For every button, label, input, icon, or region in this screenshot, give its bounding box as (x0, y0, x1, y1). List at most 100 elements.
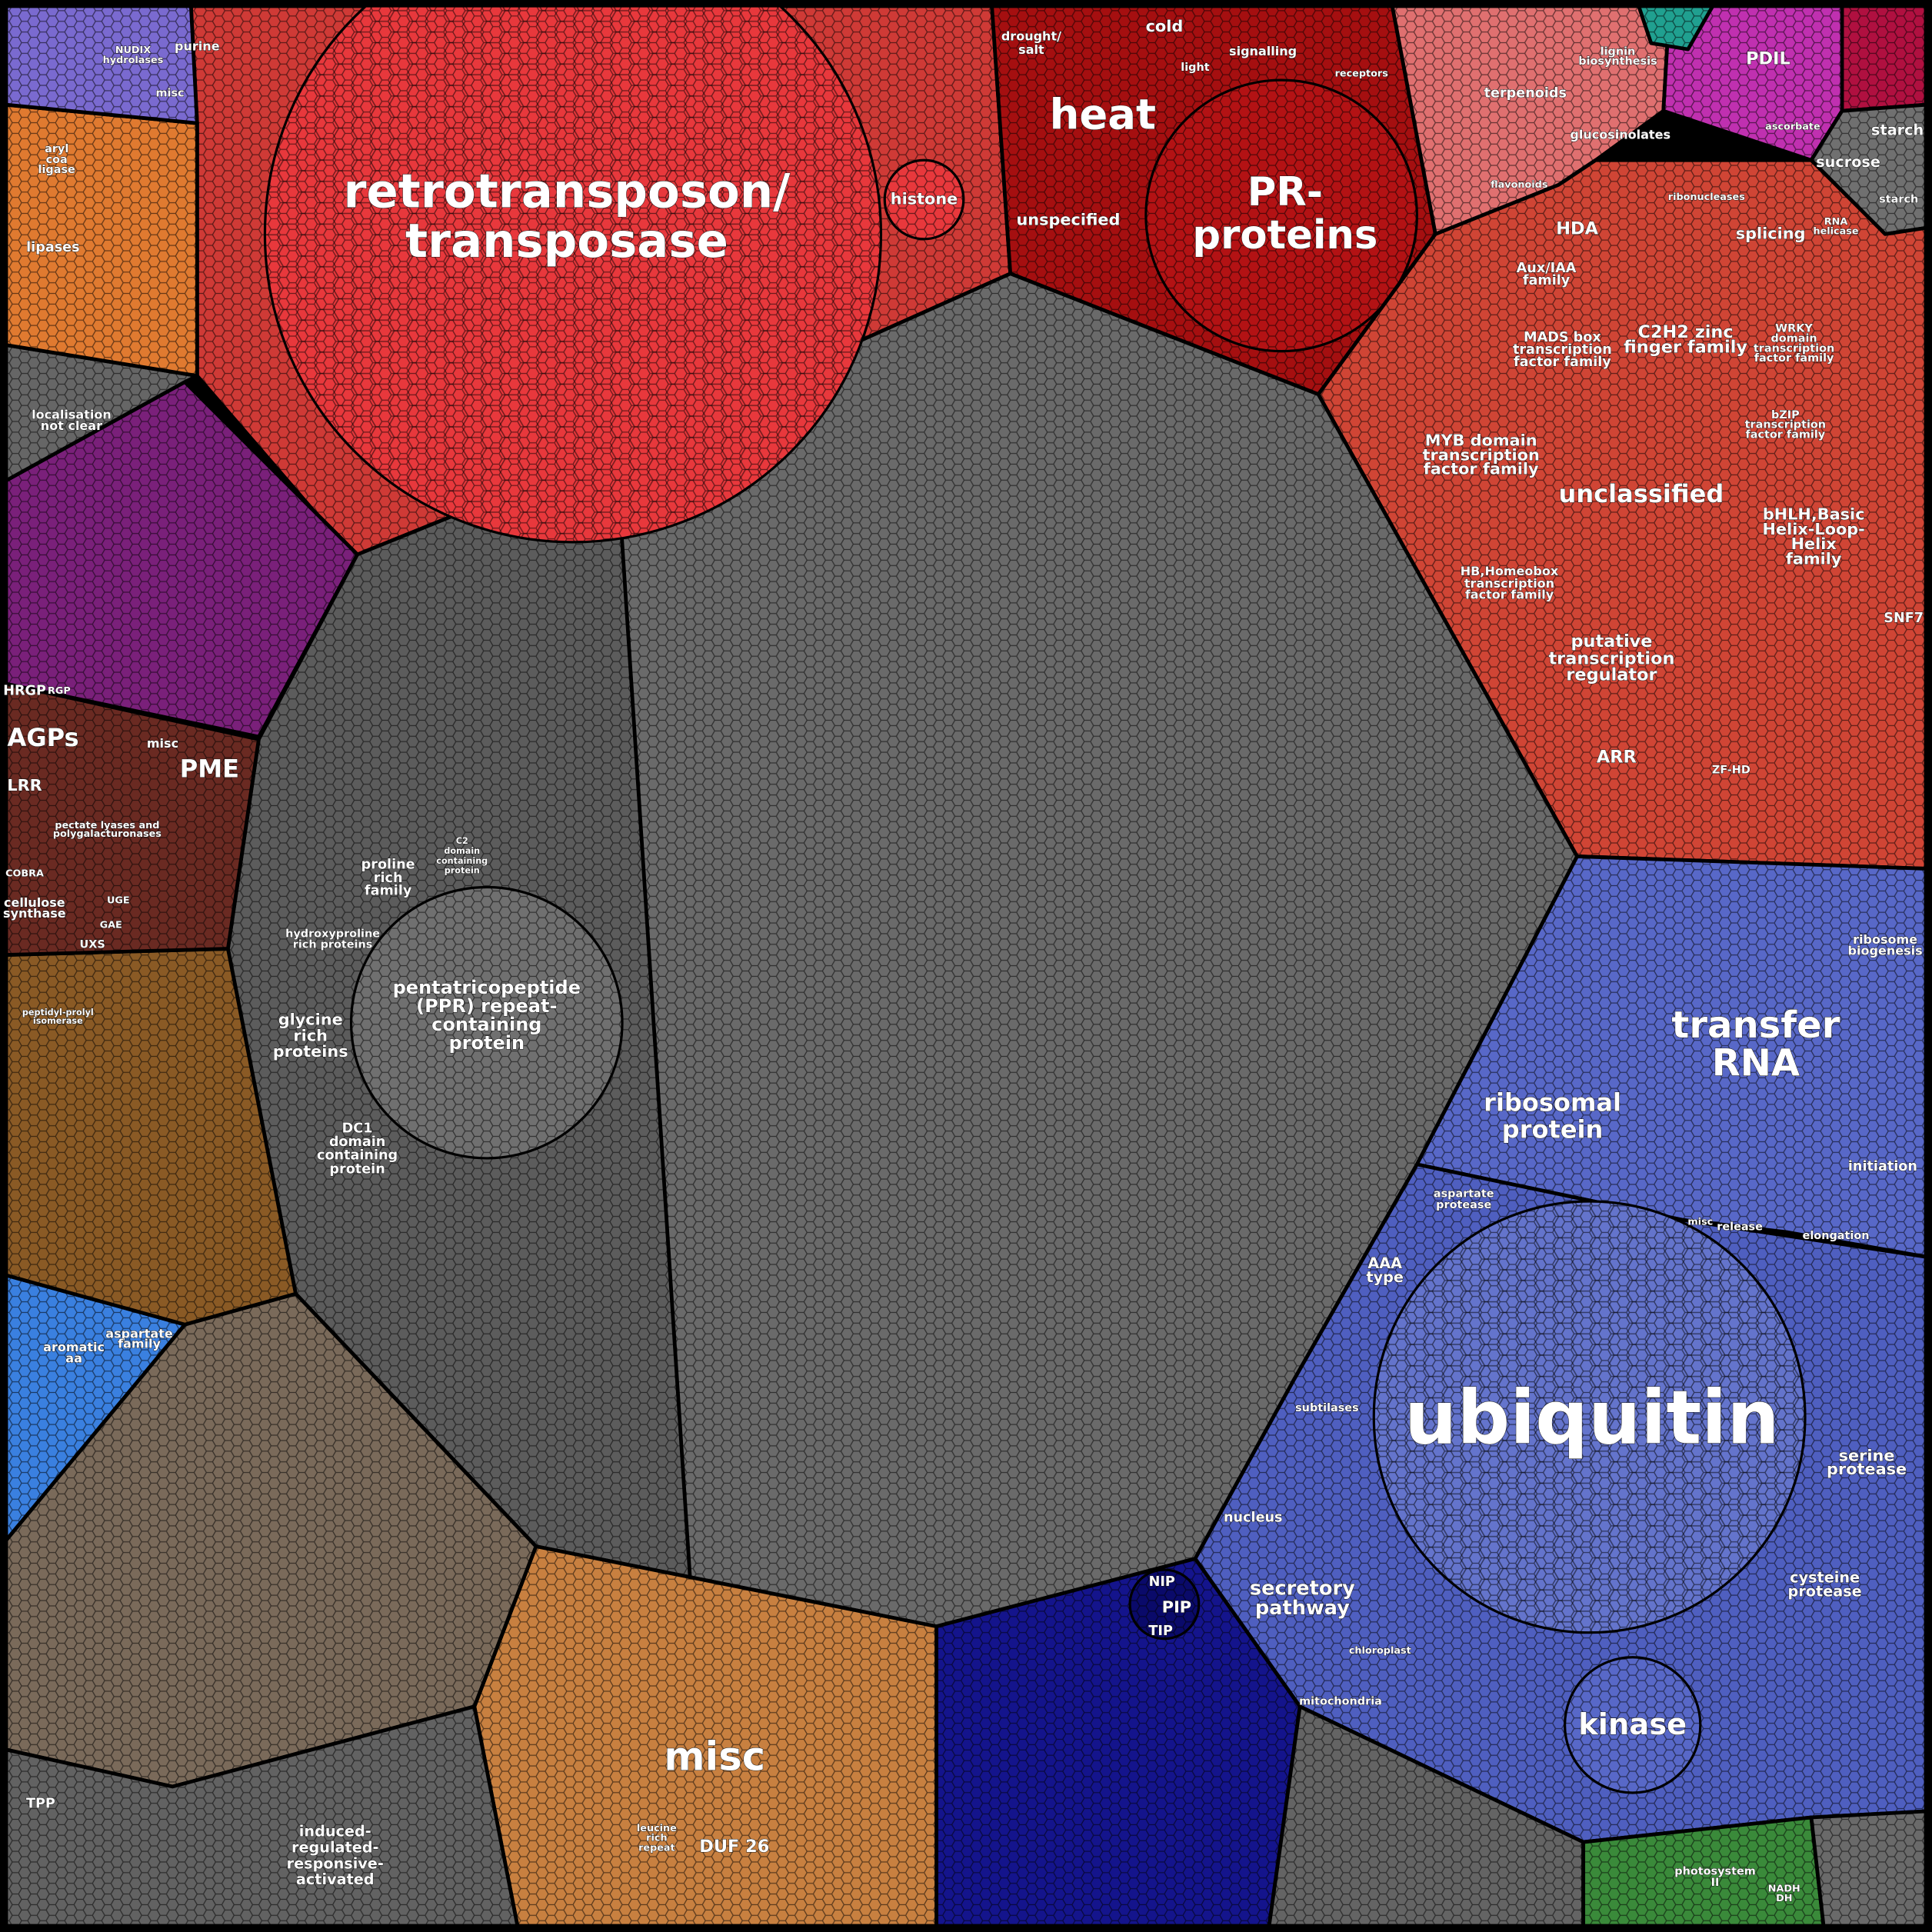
region-label: aspartate (105, 1327, 173, 1341)
region-label: pentatricopeptide (393, 977, 581, 998)
region-label: factor family (1424, 459, 1539, 478)
region-label: misc (156, 88, 185, 100)
region-label: aspartate (1434, 1188, 1494, 1200)
region-label: rich (374, 871, 403, 886)
region-label: WRKY (1775, 323, 1813, 335)
region-label: AGPs (8, 723, 79, 752)
region-label: isomerase (33, 1016, 83, 1026)
region-nucleotide (4, 4, 199, 125)
region-label: transcription (1745, 419, 1826, 431)
region-label: starch (1871, 121, 1924, 138)
region-label: type (1366, 1268, 1404, 1286)
region-label: UXS (80, 939, 105, 951)
region-label: transcription (1423, 446, 1540, 465)
region-label: initiation (1848, 1159, 1917, 1174)
region-label: coa (46, 154, 68, 166)
region-label: not clear (41, 418, 102, 433)
region-label: aromatic (43, 1340, 105, 1354)
region-label: heat (1050, 89, 1156, 138)
region-label: bZIP (1771, 409, 1800, 421)
region-label: protease (1436, 1199, 1491, 1211)
region-label: photosystem (1674, 1865, 1755, 1877)
region-label: (PPR) repeat- (416, 995, 557, 1017)
region-label: II (1711, 1877, 1720, 1889)
region-label: terpenoids (1484, 86, 1567, 102)
region-label: drought/ (1001, 29, 1061, 44)
region-label: ARR (1597, 748, 1637, 768)
region-label: family (1786, 549, 1842, 568)
region-label: RNA (1712, 1042, 1800, 1085)
region-label: transcription (1754, 342, 1834, 355)
region-label: family (118, 1336, 161, 1351)
region-label: repeat (638, 1843, 675, 1854)
region-label: unspecified (1016, 211, 1120, 229)
cell-texture-large (1374, 1201, 1805, 1633)
region-label: ZF-HD (1712, 764, 1750, 776)
region-label: RNA (1824, 216, 1848, 228)
region-label: chloroplast (1349, 1645, 1411, 1657)
region-label: family (365, 883, 412, 898)
region-label: pectate lyases and (55, 820, 159, 831)
region-label: putative (1571, 631, 1652, 651)
region-label: protease (1827, 1460, 1907, 1478)
region-label: NIP (1149, 1574, 1175, 1590)
region-label: UGE (107, 895, 130, 907)
region-label: transcription (1513, 342, 1612, 358)
region-label: DC1 (342, 1121, 373, 1136)
region-label: TIP (1148, 1624, 1173, 1639)
region-label: aryl (45, 143, 68, 155)
region-label: HDA (1556, 218, 1598, 238)
region-label: COBRA (5, 868, 44, 879)
region-label: protein (448, 1032, 525, 1054)
region-label: Aux/IAA (1517, 261, 1577, 276)
region-label: subtilases (1295, 1402, 1359, 1414)
region-label: responsive- (287, 1854, 384, 1872)
region-label: serine (1839, 1447, 1895, 1465)
region-label: proteins (1192, 212, 1377, 258)
region-label: release (1717, 1221, 1763, 1234)
region-label: NADH (1768, 1883, 1800, 1894)
region-label: PDIL (1746, 48, 1790, 68)
region-label: salt (1018, 42, 1044, 57)
region-label: peptidyl-prolyl (22, 1008, 94, 1018)
region-label: proline (361, 858, 415, 873)
region-label: leucine (637, 1823, 677, 1834)
region-label: bHLH,Basic (1763, 505, 1865, 524)
region-label: RGP (48, 685, 71, 697)
region-label: retrotransposon/ (343, 165, 791, 219)
region-tca (1840, 4, 1928, 113)
region-label: polygalacturonases (53, 828, 162, 840)
region-label: ubiquitin (1404, 1375, 1780, 1461)
region-label: mitochondria (1299, 1695, 1382, 1707)
region-label: SNF7 (1884, 611, 1924, 626)
region-label: HB,Homeobox (1461, 564, 1559, 578)
region-label: rich proteins (293, 939, 373, 951)
region-label: factor family (1465, 587, 1554, 601)
region-label: transcription (1548, 649, 1674, 669)
region-label: starch (1879, 194, 1918, 206)
region-label: Helix-Loop- (1763, 520, 1865, 538)
region-label: glucosinolates (1570, 128, 1671, 142)
region-label: biosynthesis (1578, 55, 1657, 68)
region-label: localisation (32, 407, 112, 421)
region-label: domain (1771, 333, 1817, 345)
region-label: aa (65, 1351, 82, 1366)
region-label: DUF 26 (699, 1837, 769, 1857)
region-label: factor family (1746, 429, 1826, 441)
region-label: ribosomal (1484, 1088, 1621, 1117)
region-label: helicase (1813, 226, 1858, 238)
region-label: induced- (299, 1823, 371, 1840)
region-label: C2 (456, 836, 468, 846)
region-label: ligase (38, 164, 75, 176)
region-label: transfer (1671, 1004, 1840, 1047)
region-label: proteins (273, 1042, 348, 1061)
region-label: PR- (1247, 169, 1323, 215)
region-bottom-right-gray (1809, 1809, 1928, 1928)
region-label: cysteine (1790, 1569, 1860, 1587)
region-label: regulator (1566, 665, 1657, 685)
region-label: PME (180, 754, 239, 783)
region-label: misc (664, 1734, 765, 1780)
region-label: finger family (1624, 337, 1747, 357)
labels: retrotransposon/transposase histone heat dr… (3, 17, 1924, 1905)
region-label: family (1523, 273, 1571, 288)
